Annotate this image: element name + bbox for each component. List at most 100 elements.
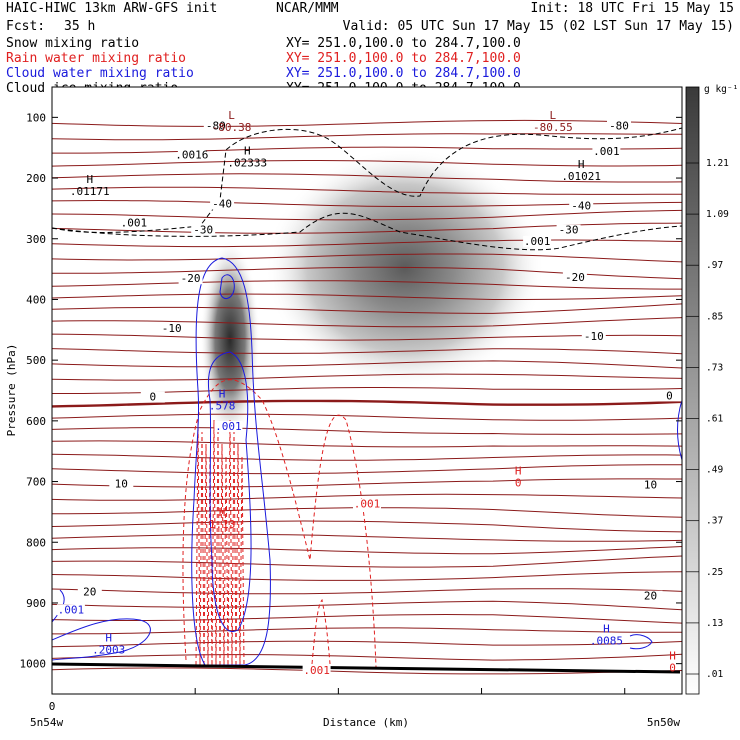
rain-extremum-value: 1.13: [209, 518, 236, 531]
isotherm-label-bg: [638, 590, 663, 602]
isotherm-label: -80: [609, 119, 629, 132]
cloud-ice-label-bg: [177, 149, 206, 161]
isotherm-label-bg: [109, 478, 134, 490]
field-name-cloud-water: Cloud water mixing ratio: [6, 66, 194, 81]
isotherm-line: [52, 293, 682, 300]
isotherm-line: [52, 493, 682, 501]
cloud-ice-extremum-value: .01171: [70, 185, 110, 198]
isotherm-label: -80: [206, 119, 226, 132]
isotherm-label: -40: [571, 199, 591, 212]
isotherm-label-bg: [140, 391, 165, 403]
isotherm-line: [52, 399, 682, 408]
isotherm-line: [52, 533, 682, 542]
isotherm-label: 0: [149, 391, 156, 404]
x-axis-title: Distance (km): [323, 716, 409, 729]
rain-extremum-value: 0: [515, 477, 522, 490]
isotherm-label: 0: [666, 389, 673, 402]
init-time: Init: 18 UTC Fri 15 May 15: [531, 1, 735, 16]
isotherm-line: [52, 640, 682, 648]
plot-area: -80 -40 -30 -20 -10 0 10 20 -80 -40 -30 -20 -10 0 10 20…: [5, 86, 683, 729]
isotherm-line: [52, 333, 682, 341]
isotherm-line: [52, 303, 682, 314]
isotherm-line: [52, 133, 682, 141]
isotherm-line: [52, 464, 682, 475]
temperature-extremum-letter: L: [550, 109, 557, 122]
plot-frame: [51, 86, 683, 695]
isotherm-line: [52, 239, 682, 248]
temperature-extremum-value: -80.55: [533, 121, 573, 134]
isotherm-label-bg: [638, 479, 663, 491]
contour-labels: -80 -40 -30 -20 -10 0 10 20 -80 -40 -30 -20 -10 0 10 20…: [56, 109, 682, 677]
isotherm-label: 20: [644, 590, 657, 603]
cloud-water-outer: [191, 257, 271, 666]
cloud-ice-contour-label: .001: [593, 145, 620, 158]
cloud-water-contour-label: .001: [215, 420, 242, 433]
colorbar-tick-label: .73: [706, 362, 723, 373]
isotherm-label-bg: [562, 272, 587, 284]
isotherm-line: [52, 209, 682, 221]
cloud-water-extremum-value: .578: [209, 399, 236, 412]
y-tick-label: 600: [26, 415, 46, 428]
colorbar-tick-label: .13: [706, 618, 723, 629]
cloud-water-contour-label: .001: [58, 603, 85, 616]
cloud-ice-label-bg: [523, 235, 552, 247]
fcst-label: Fcst:: [6, 19, 45, 34]
colorbar-tick-label: 1.21: [706, 158, 729, 169]
colorbar-ticks: .01 .13 .25 .37 .49 .61 .73 .85 .97 1.09 1.21: [686, 158, 729, 680]
isotherm-label: -20: [181, 272, 201, 285]
isotherm-label: -10: [584, 330, 604, 343]
field-xy-rain: XY= 251.0,100.0 to 284.7,100.0: [286, 51, 521, 66]
isotherm-label-bg: [569, 200, 594, 212]
y-tick-label: 300: [26, 233, 46, 246]
isotherm-line: [52, 453, 682, 461]
isotherm-line: [52, 571, 682, 581]
ice-contour-upper: [52, 127, 682, 233]
cloud-ice-label-bg: [592, 145, 621, 157]
y-tick-label: 400: [26, 293, 46, 306]
isotherm-line: [52, 478, 682, 488]
field-xy-snow: XY= 251.0,100.0 to 284.7,100.0: [286, 36, 521, 51]
field-name-rain: Rain water mixing ratio: [6, 51, 186, 66]
rain-contour-outer: [182, 379, 377, 668]
colorbar-unit: g kg⁻¹: [704, 84, 738, 95]
isotherm-line: [52, 348, 682, 355]
isotherm-line: [52, 373, 682, 381]
y-tick-label: 500: [26, 354, 46, 367]
isotherm-line: [52, 653, 682, 661]
rain-contour: [235, 443, 241, 666]
cloud-water-extremum-value: .2003: [92, 644, 125, 657]
org-label: NCAR/MMM: [276, 1, 339, 16]
isotherm-label-bg: [581, 330, 606, 342]
rain-contour: [227, 419, 233, 666]
cloud-ice-extremum-value: .02333: [227, 157, 267, 170]
isotherm-label: -40: [212, 198, 232, 211]
ice-contour-lower: [52, 212, 682, 251]
colorbar-ramp: [685, 86, 700, 695]
cloud-water-edge-right: [677, 399, 682, 461]
temperature-extremum-letter: L: [228, 109, 235, 122]
isotherm-line: [52, 146, 682, 154]
y-tick-label: 100: [26, 111, 46, 124]
isotherm-line: [52, 160, 682, 167]
model-line: HAIC-HIWC 13km ARW-GFS init: [6, 1, 217, 16]
x-endpoint-right: 5n50w: [647, 716, 680, 729]
isotherm-line: [52, 667, 682, 675]
isotherm-label: -20: [565, 271, 585, 284]
isotherm-label-bg: [210, 198, 235, 210]
cloud-water-extremum-value: .0085: [590, 634, 623, 647]
isotherm-line: [52, 119, 682, 127]
colorbar-tick-label: .85: [706, 311, 723, 322]
isotherm-label: -10: [162, 322, 182, 335]
cloud-water-cap: [219, 274, 235, 299]
y-tick-label: 1000: [20, 658, 47, 671]
terrain-line: [52, 662, 681, 674]
isotherm-label: -30: [559, 224, 579, 237]
colorbar-tick-label: .01: [706, 669, 723, 680]
y-tick-label: 900: [26, 597, 46, 610]
cloud-water-extremum-letter: H: [603, 622, 610, 635]
rain-contour-label: .001: [354, 498, 381, 511]
x-axis: 0 5n54w 5n50w Distance (km): [30, 688, 680, 729]
isotherm-label: 20: [83, 585, 96, 598]
